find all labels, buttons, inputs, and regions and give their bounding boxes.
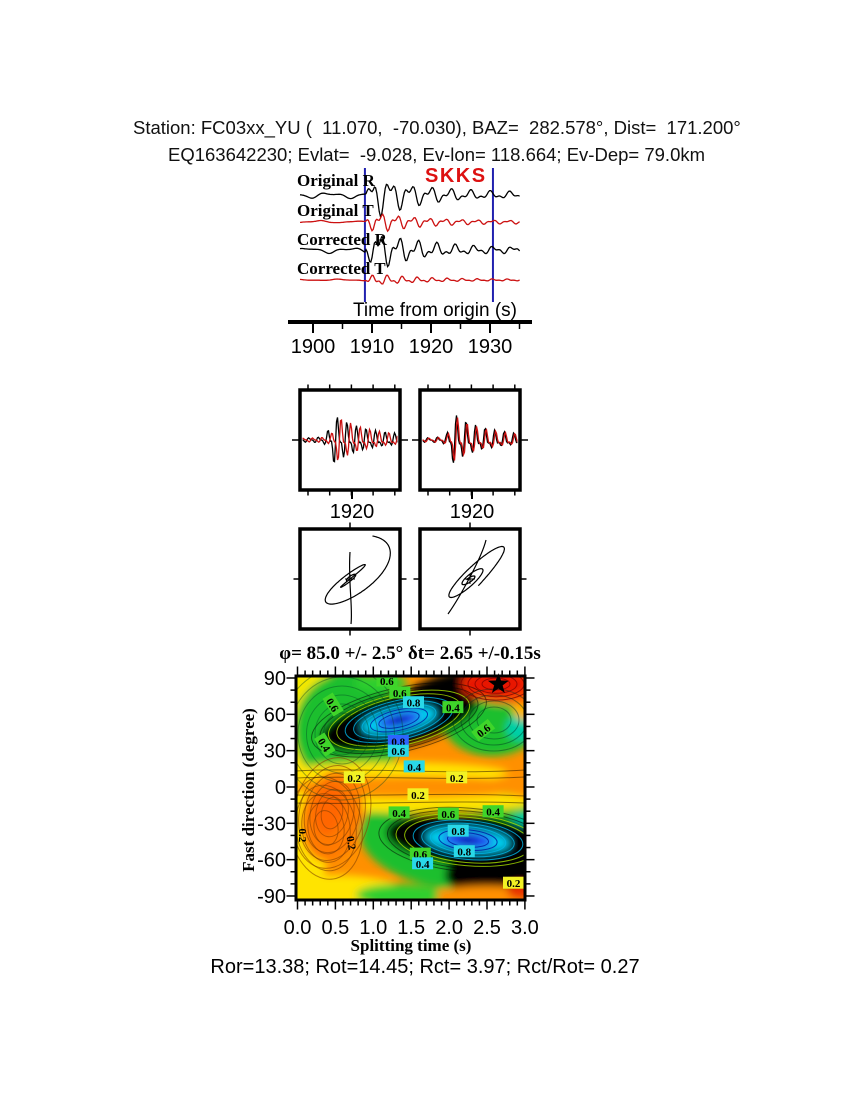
contour-value-text: 0.6: [380, 676, 394, 688]
contour-ylabel: Fast direction (degree): [239, 708, 258, 872]
comparison-tick-label: 1920: [450, 501, 495, 523]
contour-value-label: 0.6: [437, 807, 459, 821]
contour-value-label: 0.6: [387, 744, 409, 758]
y-tick-label: 60: [264, 704, 286, 726]
contour-value-text: 0.4: [407, 762, 421, 774]
contour-value-text: 0.8: [407, 698, 421, 710]
contour-value-label: 0.4: [403, 760, 425, 774]
particle-motion-curve: [447, 539, 505, 615]
contour-value-text: 0.4: [446, 703, 460, 715]
trace-label: Corrected T: [297, 259, 386, 278]
y-tick-label: -90: [257, 886, 286, 908]
waveform-traces-plot: [299, 168, 521, 302]
time-tick-label: 1920: [409, 336, 454, 358]
trace-label: Original T: [297, 201, 374, 220]
phase-label: SKKS: [425, 165, 487, 187]
x-tick-label: 2.5: [473, 917, 501, 939]
contour-value-text: 0.2: [347, 773, 361, 785]
event-header: EQ163642230; Evlat= -9.028, Ev-lon= 118.…: [168, 144, 706, 165]
contour-value-label: 0.2: [344, 835, 358, 851]
seismogram-trace: [299, 213, 520, 233]
time-axis: 1900 1910 1920 1930: [288, 320, 532, 358]
contour-value-text: 0.2: [507, 878, 521, 890]
misfit-contour-plot: Fast direction (degree) Splitting time (…: [239, 666, 539, 955]
contour-value-text: 0.4: [416, 859, 430, 871]
contour-value-label: 0.2: [343, 771, 365, 785]
seismogram-trace: [299, 236, 521, 269]
slow-component-trace: [422, 417, 518, 461]
best-solution-star-icon: [487, 673, 509, 693]
y-tick-label: -60: [257, 850, 286, 872]
seismogram-trace: [299, 274, 520, 285]
y-tick-label: 90: [264, 668, 286, 690]
contour-value-label: 0.8: [453, 845, 475, 859]
time-tick-label: 1930: [468, 336, 513, 358]
time-tick-label: 1910: [350, 336, 395, 358]
x-tick-label: 0.0: [284, 917, 312, 939]
comparison-and-particle-motion: 1920 1920: [292, 384, 528, 636]
contour-title: φ= 85.0 +/- 2.5° δt= 2.65 +/-0.15s: [279, 643, 541, 664]
y-tick-label: -30: [257, 813, 286, 835]
x-tick-label: 0.5: [321, 917, 349, 939]
contour-value-text: 0.8: [451, 826, 465, 838]
station-header: Station: FC03xx_YU ( 11.070, -70.030), B…: [133, 117, 741, 138]
contour-value-text: 0.4: [392, 808, 406, 820]
contour-value-text: 0.2: [344, 835, 358, 851]
quality-metrics: Ror=13.38; Rot=14.45; Rct= 3.97; Rct/Rot…: [210, 956, 640, 978]
particle-motion-curve: [324, 535, 391, 625]
seismogram-trace: [299, 183, 520, 218]
time-tick-label: 1900: [291, 336, 336, 358]
contour-value-text: 0.2: [411, 790, 425, 802]
x-tick-label: 1.0: [359, 917, 387, 939]
contour-value-label: 0.2: [503, 876, 524, 890]
contour-value-label: 0.2: [407, 788, 429, 802]
contour-value-label: 0.4: [412, 857, 434, 871]
x-tick-label: 1.5: [397, 917, 425, 939]
contour-value-text: 0.6: [391, 746, 405, 758]
contour-value-label: 0.2: [446, 771, 468, 785]
contour-value-text: 0.6: [441, 809, 455, 821]
contour-value-text: 0.8: [457, 847, 471, 859]
contour-value-text: 0.2: [450, 773, 464, 785]
contour-value-text: 0.2: [296, 829, 308, 843]
trace-label: Corrected R: [297, 230, 387, 249]
contour-value-label: 0.8: [403, 696, 424, 710]
contour-frame: [294, 674, 527, 902]
x-tick-label: 2.0: [435, 917, 463, 939]
x-tick-label: 3.0: [511, 917, 539, 939]
time-axis-label: Time from origin (s): [353, 300, 517, 321]
contour-value-label: 0.4: [442, 701, 464, 715]
contour-value-label: 0.4: [388, 806, 410, 820]
trace-label: Original R: [297, 171, 375, 190]
contour-value-label: 0.8: [447, 824, 469, 838]
contour-xlabel: Splitting time (s): [351, 936, 472, 955]
contour-value-text: 0.4: [486, 807, 500, 819]
contour-value-label: 0.2: [296, 829, 308, 843]
fast-component-trace: [302, 417, 398, 463]
y-tick-label: 0: [275, 777, 286, 799]
y-tick-label: 30: [264, 741, 286, 763]
comparison-tick-label: 1920: [330, 501, 375, 523]
contour-value-label: 0.4: [482, 805, 504, 819]
slow-component-trace: [302, 419, 398, 461]
